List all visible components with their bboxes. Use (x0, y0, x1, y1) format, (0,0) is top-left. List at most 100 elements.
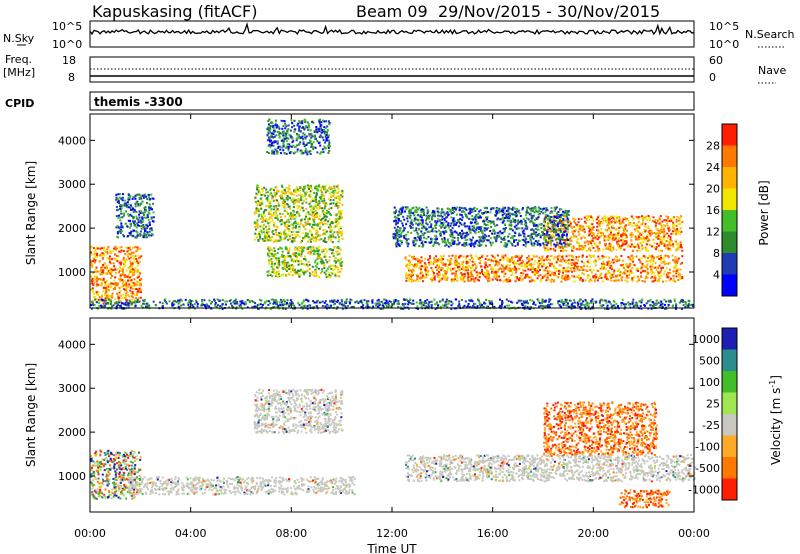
echo-cell (654, 219, 657, 222)
echo-cell (418, 228, 421, 231)
echo-cell (280, 247, 283, 250)
echo-cell (592, 276, 595, 279)
echo-cell (625, 272, 628, 275)
echo-cell (393, 220, 396, 223)
echo-cell (525, 238, 528, 240)
echo-cell (132, 301, 135, 304)
echo-cell (671, 254, 674, 257)
echo-cell (266, 233, 269, 236)
echo-cell (131, 274, 134, 277)
echo-cell (586, 225, 589, 228)
echo-cell (281, 221, 284, 224)
echo-cell (488, 258, 490, 261)
echo-cell (668, 241, 671, 244)
echo-cell (575, 235, 578, 238)
echo-cell (311, 189, 314, 191)
echo-cell (543, 249, 546, 252)
echo-cell (674, 261, 676, 264)
echo-cell (620, 277, 623, 280)
echo-cell (565, 211, 568, 214)
echo-cell (641, 244, 644, 247)
echo-cell (125, 202, 128, 205)
echo-cell (135, 236, 138, 239)
echo-cell (622, 239, 625, 242)
echo-cell (270, 259, 273, 262)
echo-cell (122, 258, 125, 261)
echo-cell (553, 264, 556, 267)
echo-cell (559, 219, 561, 222)
echo-cell (459, 263, 462, 266)
echo-cell (310, 251, 313, 254)
echo-cell (325, 276, 328, 279)
echo-cell (323, 199, 326, 202)
echo-cell (293, 201, 296, 204)
echo-cell (449, 235, 452, 238)
echo-cell (332, 199, 335, 202)
echo-cell (440, 269, 443, 272)
echo-cell (659, 241, 662, 244)
echo-cell (462, 275, 465, 277)
echo-cell (662, 237, 665, 240)
echo-cell (558, 254, 561, 257)
echo-cell (299, 121, 302, 124)
echo-cell (608, 256, 611, 259)
echo-cell (254, 232, 257, 235)
cpid-panel-frame (89, 91, 695, 111)
echo-cell (616, 243, 619, 245)
echo-cell (117, 271, 120, 274)
echo-cell (452, 277, 455, 280)
echo-cell (578, 248, 581, 251)
echo-cell (300, 195, 303, 198)
echo-cell (475, 214, 478, 217)
echo-cell (619, 273, 622, 276)
echo-cell (327, 198, 330, 201)
echo-cell (667, 273, 670, 276)
echo-cell (548, 239, 551, 242)
echo-cell (302, 238, 305, 241)
echo-cell (320, 151, 323, 154)
echo-cell (318, 129, 321, 132)
echo-cell (676, 271, 679, 274)
echo-cell (314, 205, 317, 208)
echo-cell (643, 228, 646, 231)
echo-cell (326, 129, 329, 131)
echo-cell (266, 274, 269, 277)
echo-cell (278, 127, 281, 130)
echo-cell (291, 122, 294, 125)
echo-cell (255, 228, 257, 231)
echo-cell (586, 269, 589, 272)
echo-cell (615, 248, 618, 251)
echo-cell (430, 225, 432, 228)
echo-cell (663, 260, 666, 263)
echo-cell (612, 276, 615, 278)
echo-cell (453, 240, 456, 243)
echo-cell (496, 211, 499, 214)
echo-cell (636, 275, 639, 278)
echo-cell (521, 227, 524, 230)
echo-cell (322, 139, 325, 142)
echo-cell (659, 254, 662, 257)
echo-cell (107, 296, 110, 299)
echo-cell (311, 121, 314, 123)
echo-cell (130, 209, 133, 211)
echo-cell (302, 224, 305, 227)
echo-cell (577, 221, 580, 224)
echo-cell (91, 287, 94, 290)
echo-cell (100, 269, 103, 272)
echo-cell (312, 121, 315, 124)
echo-cell (607, 237, 610, 240)
echo-cell (116, 225, 119, 228)
echo-cell (518, 255, 521, 257)
echo-cell (285, 247, 288, 250)
echo-cell (320, 186, 323, 189)
echo-cell (556, 275, 559, 278)
echo-cell (618, 218, 621, 221)
echo-cell (578, 277, 581, 280)
echo-cell (122, 272, 125, 275)
echo-cell (281, 267, 284, 269)
echo-cell (339, 231, 342, 234)
echo-cell (409, 224, 412, 227)
echo-cell (276, 150, 279, 153)
echo-cell (336, 201, 339, 204)
echo-cell (395, 243, 397, 246)
